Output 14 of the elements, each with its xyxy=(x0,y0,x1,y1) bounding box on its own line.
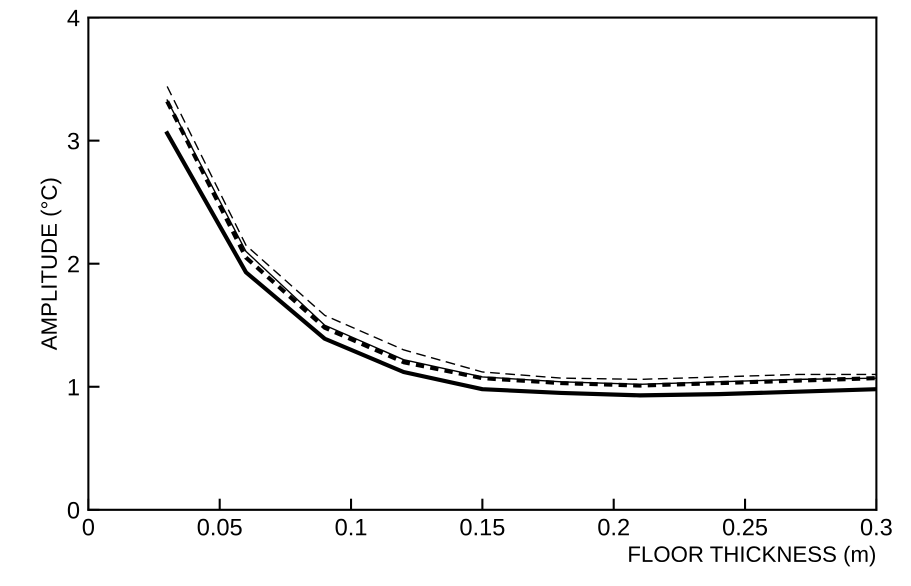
x-tick-label: 0.1 xyxy=(336,518,366,536)
x-tick-label: 0.05 xyxy=(198,518,242,536)
x-axis-title: FLOOR THICKNESS (m) xyxy=(629,546,876,566)
x-tick-label: 0.2 xyxy=(598,518,629,536)
x-tick-label: 0.3 xyxy=(860,518,892,536)
y-tick-label: 0 xyxy=(68,502,80,519)
y-tick-label: 4 xyxy=(67,10,80,26)
y-tick-label: 1 xyxy=(68,379,79,396)
y-tick-label: 2 xyxy=(68,256,79,272)
x-tick-label: 0.15 xyxy=(460,518,504,536)
y-tick-label: 3 xyxy=(68,132,79,150)
x-tick-label: 0.25 xyxy=(722,518,768,536)
x-tick-label: 0 xyxy=(82,518,94,536)
y-axis-title: AMPLITUDE (°C) xyxy=(40,178,62,350)
